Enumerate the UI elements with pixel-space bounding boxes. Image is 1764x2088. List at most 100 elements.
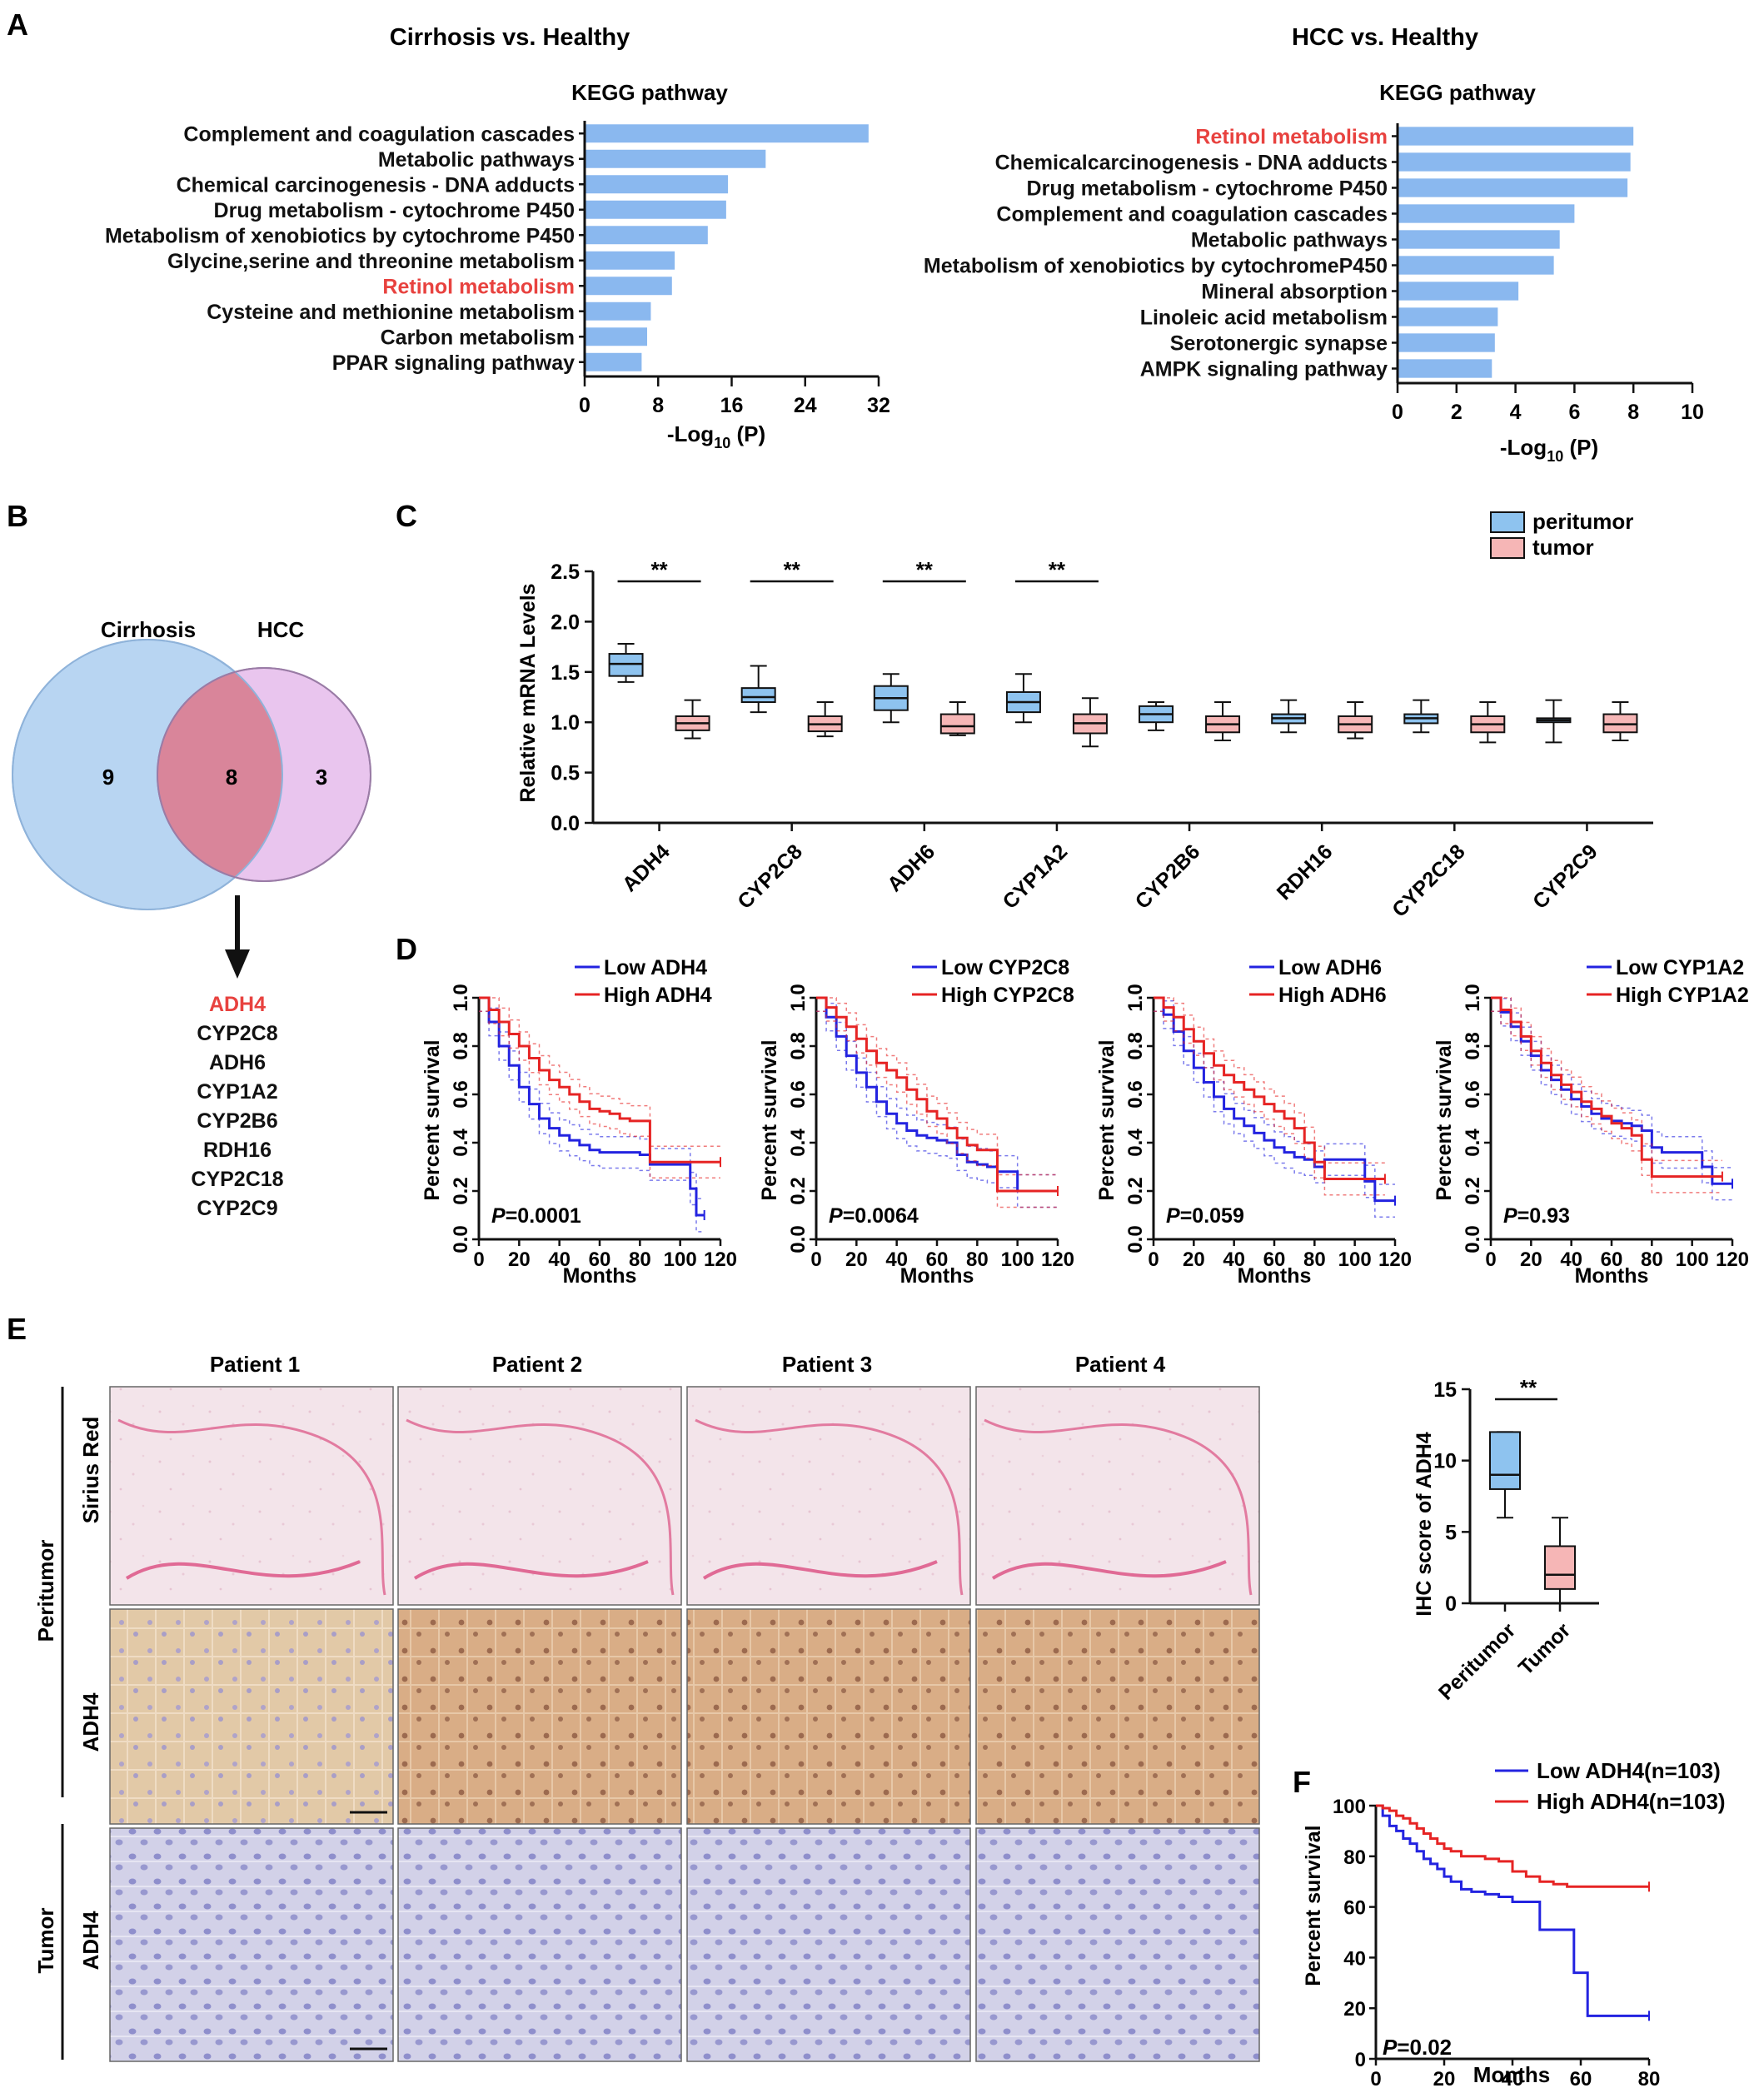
y-tick-label: 80 — [1343, 1846, 1366, 1869]
y-tick-label: 0.2 — [1124, 1177, 1147, 1204]
legend-label-high: High ADH4(n=103) — [1537, 1789, 1726, 1814]
venn-arrow-head — [225, 949, 250, 979]
x-tick-label: 6 — [1568, 401, 1580, 424]
category-label: Chemical carcinogenesis - DNA adducts — [177, 173, 575, 197]
category-label: Drug metabolism - cytochrome P450 — [214, 199, 575, 222]
survival-curve — [816, 996, 1058, 1193]
venn-label-hcc: HCC — [257, 617, 305, 642]
legend-label-peritumor: peritumor — [1532, 509, 1633, 534]
x-tick-label: 8 — [1627, 401, 1639, 424]
confidence-band — [479, 997, 705, 1199]
x-tick-label: 0 — [810, 1248, 821, 1271]
y-tick-label: 10 — [1433, 1450, 1457, 1473]
x-tick-label: 40 — [548, 1248, 571, 1271]
legend: peritumor tumor — [1490, 509, 1633, 560]
y-axis-label: IHC score of ADH4 — [1413, 1432, 1436, 1616]
panel-letter-d: D — [396, 932, 417, 966]
x-tick-label: 40 — [885, 1248, 908, 1271]
y-tick-label: 0.6 — [1462, 1080, 1484, 1108]
y-tick-label: 2.5 — [551, 561, 580, 584]
category-label: Cysteine and methionine metabolism — [207, 301, 575, 324]
x-tick-label: 120 — [1041, 1248, 1074, 1271]
legend-swatch-tumor — [1490, 537, 1525, 559]
x-tick-label: 60 — [1570, 2068, 1592, 2088]
gene-label: CYP2C9 — [197, 1197, 277, 1220]
legend-label-low: Low ADH4(n=103) — [1537, 1758, 1721, 1783]
x-tick-label: 20 — [508, 1248, 531, 1271]
chart-title: HCC vs. Healthy — [1292, 24, 1478, 51]
patient-label: Patient 4 — [1075, 1352, 1166, 1377]
y-tick-label: 0.4 — [1124, 1129, 1147, 1157]
panel-letter-f: F — [1293, 1765, 1311, 1799]
survival-curve — [1491, 996, 1732, 1185]
gene-label: ADH4 — [209, 993, 266, 1016]
km-plot-adh4-cohort: Percent survival Months Low ADH4(n=103) … — [1302, 1758, 1726, 2088]
y-axis-label: Percent survival — [1302, 1825, 1325, 1986]
x-tick-label: 80 — [966, 1248, 989, 1271]
x-tick-label: 60 — [1601, 1248, 1623, 1271]
x-tick-label: 0 — [579, 394, 590, 417]
x-tick-label: 80 — [1641, 1248, 1663, 1271]
legend-label: Low CYP2C8 — [941, 956, 1069, 979]
x-axis-label: Months — [1575, 1264, 1649, 1288]
y-tick-label: 0.0 — [1124, 1225, 1147, 1253]
p-value-label: P=0.02 — [1383, 2035, 1452, 2060]
km-plots: 0.0 0.2 0.4 0.6 0.8 1.0 0 20 40 60 80 100 120 Percent… — [421, 956, 1749, 1288]
category-label: Metabolic pathways — [378, 148, 575, 172]
bar — [585, 149, 766, 168]
y-tick-label: 0.2 — [450, 1177, 472, 1204]
micrograph-image — [975, 1827, 1260, 2062]
category-label: Metabolism of xenobiotics by cytochromeP… — [924, 255, 1388, 278]
gene-label: ADH6 — [209, 1051, 266, 1074]
gene-label: CYP2C18 — [191, 1168, 283, 1191]
category-label: Metabolic pathways — [1191, 229, 1388, 252]
category-label: Retinol metabolism — [1195, 126, 1388, 149]
group-label-peritumor: Peritumor — [33, 1540, 58, 1642]
fibrosis-septa — [125, 1560, 361, 1580]
panel-letter-c: C — [396, 499, 417, 533]
fibrosis-septa — [991, 1560, 1227, 1580]
x-tick-label: 2 — [1451, 401, 1463, 424]
significance-mark: ** — [1520, 1375, 1537, 1400]
category-label: Complement and coagulation cascades — [183, 122, 575, 146]
micrograph-grid — [109, 1386, 1260, 2062]
venn-count-right: 3 — [316, 765, 327, 790]
y-tick-label: 1.0 — [551, 711, 580, 735]
y-axis-label: Relative mRNA Levels — [516, 583, 540, 802]
x-tick-label: 60 — [926, 1248, 949, 1271]
bar — [585, 352, 642, 371]
x-tick-label: 100 — [664, 1248, 697, 1271]
x-tick-label: 10 — [1681, 401, 1704, 424]
x-tick-label: 0 — [1370, 2068, 1381, 2088]
y-tick-label: 1.5 — [551, 661, 580, 685]
micrograph-image — [975, 1608, 1260, 1825]
km-plot-1: 0.0 0.2 0.4 0.6 0.8 1.0 0 20 40 60 80 100 120 Percent… — [421, 956, 737, 1288]
x-axis-label: Months — [900, 1264, 974, 1288]
y-tick-label: 0 — [1355, 2049, 1366, 2071]
x-tick-label: 8 — [652, 394, 664, 417]
micrograph-image — [686, 1608, 971, 1825]
micrograph-image — [686, 1827, 971, 2062]
x-tick-label: 20 — [1433, 2068, 1456, 2088]
panel-letter-e: E — [7, 1312, 27, 1346]
micrograph-image — [397, 1608, 682, 1825]
y-tick-label: 1.0 — [450, 984, 472, 1011]
legend-label: Low ADH6 — [1278, 956, 1382, 979]
confidence-band — [1491, 1010, 1722, 1193]
x-tick-label: Tumor — [1514, 1618, 1576, 1680]
category-label: Linoleic acid metabolism — [1140, 306, 1388, 330]
y-tick-label: 0.0 — [787, 1225, 810, 1253]
confidence-band — [479, 997, 720, 1147]
panel-letter-b: B — [7, 499, 28, 533]
y-tick-label: 5 — [1445, 1521, 1457, 1544]
x-axis-label: -Log10 (P) — [667, 421, 765, 451]
bar — [585, 124, 869, 143]
km-plot-4: 0.0 0.2 0.4 0.6 0.8 1.0 0 20 40 60 80 100 120 Percent… — [1433, 956, 1749, 1288]
x-tick-label: ADH6 — [883, 840, 939, 896]
x-tick-label: CYP2C8 — [733, 840, 807, 914]
mrna-boxplot: Relative mRNA Levels peritumor tumor 0.0… — [516, 509, 1653, 922]
survival-curve — [1154, 996, 1395, 1203]
micrograph-image — [975, 1386, 1260, 1606]
survival-curve — [1491, 996, 1722, 1179]
